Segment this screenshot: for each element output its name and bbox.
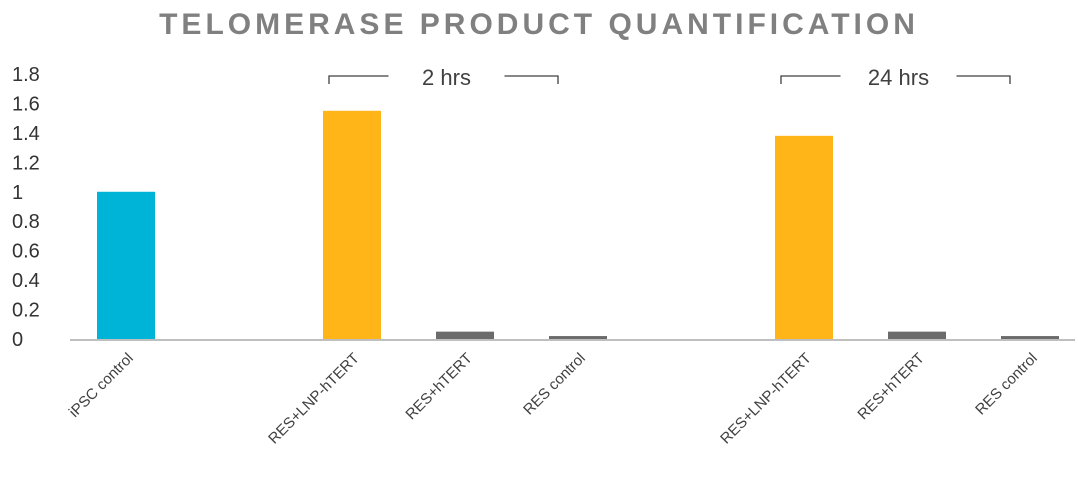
bar-1	[97, 191, 155, 339]
chart-title: TELOMERASE PRODUCT QUANTIFICATION	[159, 8, 919, 41]
group-bracket-right	[956, 75, 1011, 84]
group-bracket-left	[780, 75, 841, 84]
y-tick-label: 1	[12, 182, 23, 204]
y-tick-label: 1.6	[12, 93, 40, 115]
group-bracket-left	[328, 75, 389, 84]
bar-5	[549, 336, 607, 339]
group-bracket-right	[504, 75, 559, 84]
x-tick-label: RES+hTERT	[402, 350, 475, 423]
y-tick-label: 0.4	[12, 270, 40, 292]
y-tick-label: 0	[12, 329, 23, 351]
bar-8	[888, 331, 946, 339]
x-tick-label: iPSC control	[66, 350, 137, 421]
group-label: 24 hrs	[868, 65, 929, 90]
x-tick-label: RES control	[972, 350, 1041, 419]
x-tick-label: RES+LNP-hTERT	[265, 350, 363, 448]
y-tick-label: 0.8	[12, 211, 40, 233]
bar-4	[436, 331, 494, 339]
bar-3	[323, 110, 381, 339]
bar-9	[1001, 336, 1059, 339]
y-tick-label: 0.6	[12, 241, 40, 263]
x-tick-label: RES+hTERT	[854, 350, 927, 423]
x-tick-label: RES+LNP-hTERT	[717, 350, 815, 448]
x-tick-label: RES control	[520, 350, 589, 419]
group-label: 2 hrs	[422, 65, 471, 90]
y-tick-label: 1.2	[12, 152, 40, 174]
y-tick-label: 1.8	[12, 64, 40, 86]
y-tick-label: 1.4	[12, 123, 40, 145]
bar-7	[775, 135, 833, 339]
y-tick-label: 0.2	[12, 300, 40, 322]
